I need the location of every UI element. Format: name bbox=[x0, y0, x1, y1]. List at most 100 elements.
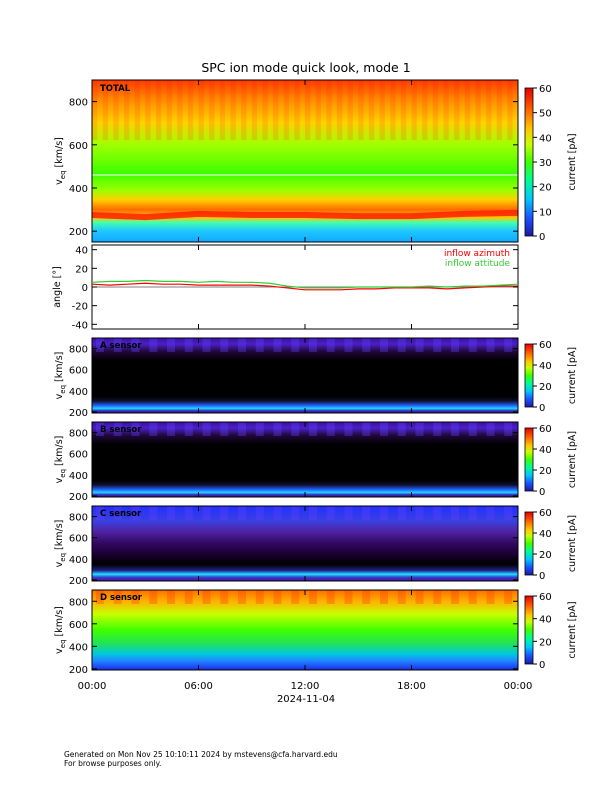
total-colorbar-tick-label: 30 bbox=[539, 158, 552, 169]
sensor-d-stripe bbox=[131, 590, 140, 604]
sensor-c-stripe bbox=[486, 506, 495, 520]
sensor-d-stripe bbox=[255, 590, 264, 604]
sensor-a-stripe bbox=[344, 338, 353, 352]
chart-title: SPC ion mode quick look, mode 1 bbox=[201, 60, 410, 75]
sensor-d-stripe bbox=[468, 590, 477, 604]
total-stripe bbox=[464, 80, 471, 140]
total-stripe bbox=[336, 80, 343, 140]
total-stripe bbox=[273, 80, 279, 140]
inflow-attitude-line bbox=[91, 279, 519, 289]
sensor-c-stripe bbox=[113, 506, 122, 520]
angle-y-tick-label: 40 bbox=[75, 246, 88, 257]
sensor-b-stripe bbox=[415, 422, 424, 436]
sensor-c-y-tick-label: 600 bbox=[69, 534, 88, 545]
sensor-d-stripe bbox=[167, 590, 175, 604]
sensor-c-colorbar-tick-label: 40 bbox=[539, 529, 552, 540]
x-axis-labels: 00:00 06:00 12:00 18:00 00:00 bbox=[78, 80, 532, 692]
sensor-a-stripe bbox=[273, 338, 282, 352]
sensor-d-stripe bbox=[184, 590, 193, 604]
sensor-c-stripe bbox=[96, 506, 104, 520]
sensor-d-stripe bbox=[415, 590, 424, 604]
total-ylabel: veq [km/s] bbox=[54, 137, 67, 185]
sensor-d-stripe bbox=[238, 590, 246, 604]
total-stripe bbox=[283, 80, 290, 140]
sensor-b-y-tick-label: 800 bbox=[69, 429, 88, 440]
sensor-b-stripe bbox=[380, 422, 388, 436]
sensor-c-colorbar-label: current [pA] bbox=[567, 515, 578, 572]
sensor-d-stripe bbox=[291, 590, 300, 604]
sensor-b-stripe bbox=[468, 422, 477, 436]
total-stripe bbox=[358, 80, 364, 140]
total-stripe bbox=[230, 80, 236, 140]
total-stripe bbox=[187, 80, 194, 140]
sensor-a-stripe bbox=[167, 338, 175, 352]
sensor-d-stripe bbox=[433, 590, 442, 604]
sensor-b-stripe bbox=[309, 422, 317, 436]
sensor-b-stripe bbox=[273, 422, 282, 436]
sensor-c-colorbar-tick-label: 20 bbox=[539, 550, 552, 561]
sensor-b-stripe bbox=[184, 422, 193, 436]
total-stripe bbox=[422, 80, 428, 140]
sensor-a-ylabel: veq [km/s] bbox=[54, 352, 67, 400]
sensor-a-y-tick-label: 800 bbox=[69, 345, 88, 356]
sensor-a-stripe bbox=[504, 338, 513, 352]
sensor-b-y-tick-label: 200 bbox=[69, 492, 88, 503]
panel-angle: inflow azimuth inflow attitude -40 -20 0 20… bbox=[52, 244, 519, 331]
total-stripe bbox=[454, 80, 460, 140]
sensor-d-y-tick-label: 600 bbox=[69, 620, 88, 631]
sensor-d-stripe bbox=[486, 590, 495, 604]
total-stripe bbox=[102, 80, 108, 140]
sensor-c-ylabel: veq [km/s] bbox=[54, 520, 67, 568]
sensor-c-stripe bbox=[362, 506, 371, 520]
sensor-b-stripe bbox=[433, 422, 442, 436]
total-stripe bbox=[166, 80, 172, 140]
total-y-tick-label: 800 bbox=[69, 98, 88, 109]
total-stripe bbox=[113, 80, 119, 140]
sensor-d-stripe bbox=[344, 590, 353, 604]
sensor-a-stripe bbox=[415, 338, 424, 352]
sensor-b-stripe bbox=[504, 422, 513, 436]
sensor-a-stripe bbox=[238, 338, 246, 352]
sensor-d-y-tick-label: 400 bbox=[69, 642, 88, 653]
total-stripes bbox=[92, 80, 513, 140]
sensor-d-heatmap bbox=[92, 590, 518, 670]
total-stripe bbox=[486, 80, 492, 140]
sensor-b-label: B sensor bbox=[100, 425, 142, 435]
sensor-b-stripe bbox=[220, 422, 229, 436]
sensor-b-colorbar-tick-label: 60 bbox=[539, 424, 552, 435]
total-colorbar-tick-label: 50 bbox=[539, 109, 552, 120]
x-tick-label: 12:00 bbox=[291, 681, 320, 692]
sensor-b-stripe bbox=[96, 422, 104, 436]
total-y-tick-label: 200 bbox=[69, 227, 88, 238]
sensor-b-stripe bbox=[397, 422, 406, 436]
footer: Generated on Mon Nov 25 10:10:11 2024 by… bbox=[64, 750, 338, 768]
sensor-a-colorbar bbox=[524, 343, 534, 408]
sensor-a-label: A sensor bbox=[100, 341, 142, 351]
sensor-c-stripe bbox=[149, 506, 158, 520]
sensor-c-stripe bbox=[273, 506, 282, 520]
sensor-c-stripe bbox=[184, 506, 193, 520]
total-colorbar-tick-label: 0 bbox=[539, 232, 545, 243]
sensor-c-stripe bbox=[202, 506, 211, 520]
x-tick-label: 00:00 bbox=[78, 681, 107, 692]
sensor-a-stripe bbox=[113, 338, 122, 352]
sensor-b-ylabel: veq [km/s] bbox=[54, 436, 67, 484]
sensor-c-stripe bbox=[504, 506, 513, 520]
sensor-a-stripe bbox=[362, 338, 371, 352]
angle-y-ticks: -40 -20 0 20 40 bbox=[72, 246, 518, 331]
sensor-d-stripe bbox=[326, 590, 335, 604]
sensor-d-y-tick-label: 200 bbox=[69, 665, 88, 676]
sensor-a-heatmap bbox=[92, 338, 518, 413]
total-stripe bbox=[209, 80, 215, 140]
total-stripe bbox=[507, 80, 513, 140]
inflow-azimuth-line bbox=[91, 282, 518, 291]
total-stripe bbox=[496, 80, 503, 140]
sensor-d-stripe bbox=[220, 590, 229, 604]
sensor-b-stripe bbox=[451, 422, 459, 436]
sensor-d-label: D sensor bbox=[100, 593, 143, 603]
sensor-b-colorbar-label: current [pA] bbox=[567, 431, 578, 488]
sensor-c-stripe bbox=[415, 506, 424, 520]
total-stripe bbox=[219, 80, 226, 140]
sensor-d-colorbar-tick-label: 20 bbox=[539, 637, 552, 648]
